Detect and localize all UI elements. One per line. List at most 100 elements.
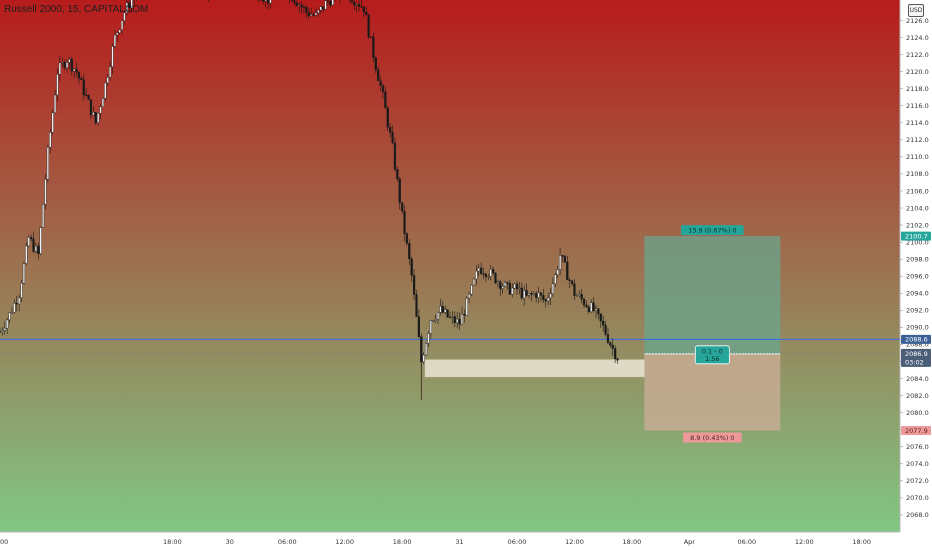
candle[interactable]	[429, 319, 432, 339]
candle[interactable]	[436, 311, 440, 325]
candle[interactable]	[101, 97, 105, 108]
candle[interactable]	[518, 281, 521, 295]
candle[interactable]	[587, 305, 590, 314]
target-price-tag[interactable]: 2100.7	[901, 231, 931, 241]
candle[interactable]	[434, 314, 437, 324]
candle[interactable]	[393, 137, 397, 172]
candle[interactable]	[441, 301, 444, 314]
candle[interactable]	[415, 289, 418, 317]
candle[interactable]	[269, 0, 272, 9]
candle[interactable]	[609, 341, 612, 348]
candle[interactable]	[123, 9, 126, 25]
candle[interactable]	[602, 315, 605, 333]
candle[interactable]	[307, 7, 310, 20]
candle[interactable]	[594, 305, 598, 319]
candle[interactable]	[329, 0, 332, 9]
candle[interactable]	[25, 242, 28, 266]
candle[interactable]	[133, 0, 135, 6]
candle[interactable]	[6, 317, 9, 335]
candle[interactable]	[597, 307, 600, 320]
candle[interactable]	[513, 282, 516, 290]
candle[interactable]	[460, 306, 464, 325]
candle[interactable]	[87, 93, 90, 100]
candle[interactable]	[508, 280, 511, 296]
candle[interactable]	[1, 327, 4, 336]
candle[interactable]	[293, 0, 296, 6]
target-zone[interactable]	[644, 236, 781, 354]
candle[interactable]	[458, 312, 461, 330]
candle[interactable]	[68, 57, 71, 70]
candle[interactable]	[259, 0, 263, 2]
candle[interactable]	[575, 293, 578, 297]
candle[interactable]	[501, 283, 504, 294]
candle[interactable]	[496, 279, 499, 288]
candle[interactable]	[355, 2, 358, 13]
candle[interactable]	[109, 61, 112, 81]
candle[interactable]	[350, 0, 353, 4]
candle[interactable]	[18, 294, 21, 312]
candle[interactable]	[422, 352, 425, 364]
candle[interactable]	[525, 283, 528, 297]
candle[interactable]	[453, 311, 456, 328]
candle[interactable]	[547, 292, 550, 306]
candle[interactable]	[468, 291, 471, 304]
candle[interactable]	[289, 0, 291, 4]
candle[interactable]	[264, 0, 267, 8]
candle[interactable]	[549, 287, 552, 305]
candle[interactable]	[37, 242, 40, 260]
candle[interactable]	[611, 338, 614, 356]
candle[interactable]	[116, 32, 119, 42]
candle[interactable]	[99, 104, 102, 120]
candle[interactable]	[484, 272, 488, 282]
candle[interactable]	[420, 333, 423, 365]
candle[interactable]	[532, 291, 535, 296]
candle[interactable]	[317, 9, 320, 17]
candle[interactable]	[8, 312, 11, 324]
candle[interactable]	[104, 82, 107, 102]
candle[interactable]	[353, 0, 356, 10]
candle[interactable]	[614, 345, 617, 363]
candle[interactable]	[527, 293, 531, 299]
candle[interactable]	[314, 7, 318, 17]
candle[interactable]	[10, 307, 14, 314]
candle[interactable]	[324, 0, 327, 10]
candle[interactable]	[305, 5, 308, 19]
candle[interactable]	[503, 280, 507, 288]
candle[interactable]	[365, 7, 368, 16]
candle[interactable]	[118, 29, 121, 35]
candle[interactable]	[13, 299, 16, 314]
candle[interactable]	[444, 305, 447, 315]
candle[interactable]	[561, 255, 564, 263]
candle[interactable]	[53, 89, 57, 114]
candle[interactable]	[46, 144, 49, 183]
candle[interactable]	[568, 277, 571, 289]
candle[interactable]	[34, 242, 38, 254]
candle[interactable]	[391, 125, 394, 145]
candle[interactable]	[403, 204, 406, 242]
candle[interactable]	[537, 287, 540, 304]
candle[interactable]	[125, 0, 128, 16]
candle[interactable]	[106, 73, 109, 87]
candle[interactable]	[539, 291, 543, 302]
candle[interactable]	[482, 267, 485, 280]
candle[interactable]	[559, 248, 562, 276]
candle[interactable]	[44, 174, 47, 210]
candle[interactable]	[470, 284, 473, 296]
candle[interactable]	[128, 0, 131, 14]
candle[interactable]	[590, 299, 593, 314]
candle[interactable]	[75, 62, 78, 77]
candle[interactable]	[520, 282, 523, 301]
candle[interactable]	[65, 59, 69, 73]
candle[interactable]	[51, 109, 54, 135]
candle[interactable]	[322, 6, 325, 13]
candle[interactable]	[372, 32, 375, 63]
candle[interactable]	[456, 312, 459, 329]
candle[interactable]	[374, 55, 377, 74]
candle[interactable]	[113, 30, 116, 49]
candle[interactable]	[312, 11, 315, 17]
candle[interactable]	[554, 272, 557, 288]
candle[interactable]	[319, 6, 322, 14]
candle[interactable]	[491, 266, 495, 276]
candle[interactable]	[92, 105, 95, 117]
